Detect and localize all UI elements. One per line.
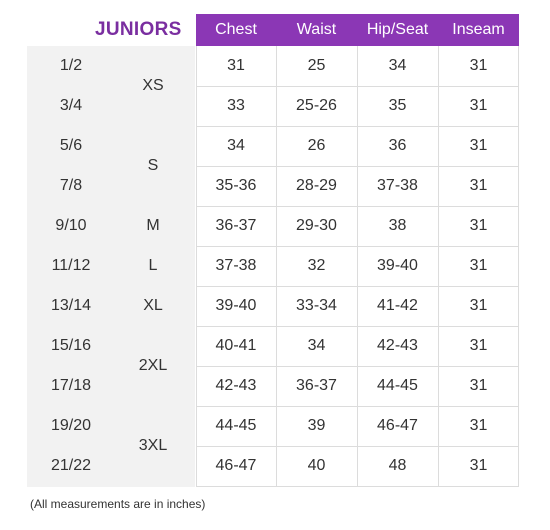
measurement-cell: 36-37 (215, 217, 257, 234)
grid-hline (196, 286, 519, 287)
column-header: Inseam (452, 21, 505, 38)
measurement-cell: 42-43 (215, 377, 257, 394)
size-number: 21/22 (50, 457, 92, 474)
measurement-cell: 37-38 (215, 257, 257, 274)
size-letter: M (146, 217, 160, 234)
grid-vline (357, 46, 358, 487)
size-letter: 2XL (138, 357, 168, 374)
measurement-cell: 41-42 (377, 297, 418, 314)
size-number: 5/6 (59, 137, 83, 154)
grid-hline (196, 86, 519, 87)
size-number: 11/12 (51, 257, 91, 274)
grid-vline (276, 46, 277, 487)
footnote: (All measurements are in inches) (30, 497, 206, 511)
grid-hline (196, 166, 519, 167)
measurement-cell: 42-43 (377, 337, 418, 354)
measurement-cell: 48 (388, 457, 407, 474)
measurement-cell: 39-40 (215, 297, 257, 314)
measurement-grid: 31 25 34 31 33 25-26 35 31 34 26 36 31 35-36 28-29 37-… (196, 46, 519, 487)
measurement-cell: 31 (469, 137, 488, 154)
measurement-cell: 35 (388, 97, 407, 114)
column-header-bar (196, 14, 519, 46)
column-header: Hip/Seat (366, 21, 429, 38)
measurement-cell: 25-26 (296, 97, 337, 114)
measurement-cell: 40 (307, 457, 326, 474)
grid-hline (196, 126, 519, 127)
size-number: 13/14 (50, 297, 92, 314)
measurement-cell: 31 (227, 57, 245, 74)
measurement-cell: 44-45 (215, 417, 257, 434)
measurement-cell: 26 (307, 137, 326, 154)
size-number: 9/10 (55, 217, 87, 234)
size-letter: XS (142, 77, 164, 94)
measurement-cell: 31 (469, 337, 488, 354)
measurement-cell: 36-37 (296, 377, 337, 394)
measurement-cell: 39 (307, 417, 326, 434)
grid-hline (196, 406, 519, 407)
measurement-cell: 46-47 (215, 457, 257, 474)
measurement-cell: 31 (469, 177, 488, 194)
measurement-cell: 25 (307, 57, 326, 74)
measurement-cell: 31 (469, 377, 488, 394)
size-number: 7/8 (59, 177, 83, 194)
size-letter: XL (143, 297, 163, 314)
measurement-cell: 31 (469, 97, 488, 114)
measurement-cell: 36 (388, 137, 407, 154)
measurement-cell: 31 (469, 417, 488, 434)
column-header: Waist (296, 21, 337, 38)
size-number: 19/20 (50, 417, 92, 434)
measurement-cell: 44-45 (377, 377, 418, 394)
measurement-cell: 31 (469, 297, 488, 314)
measurement-cell: 39-40 (377, 257, 418, 274)
chart-title: JUNIORS (95, 19, 182, 40)
measurement-cell: 32 (307, 257, 326, 274)
grid-hline (196, 246, 519, 247)
measurement-cell: 31 (469, 217, 488, 234)
measurement-cell: 40-41 (215, 337, 257, 354)
measurement-cell: 46-47 (377, 417, 418, 434)
grid-hline (196, 366, 519, 367)
measurement-cell: 31 (469, 257, 488, 274)
grid-hline (196, 486, 519, 487)
size-letter: L (148, 257, 158, 274)
measurement-cell: 38 (388, 217, 407, 234)
measurement-cell: 29-30 (296, 217, 337, 234)
measurement-cell: 28-29 (296, 177, 337, 194)
size-letter: S (147, 157, 159, 174)
grid-vline (438, 46, 439, 487)
measurement-cell: 35-36 (215, 177, 257, 194)
measurement-cell: 31 (469, 457, 488, 474)
size-label-panel (27, 46, 195, 487)
size-number: 15/16 (50, 337, 92, 354)
measurement-cell: 37-38 (377, 177, 418, 194)
size-number: 1/2 (59, 57, 83, 74)
measurement-cell: 33 (227, 97, 245, 114)
measurement-cell: 34 (307, 337, 326, 354)
measurement-cell: 34 (388, 57, 407, 74)
size-number: 17/18 (50, 377, 92, 394)
grid-vline (518, 46, 519, 487)
measurement-cell: 34 (227, 137, 245, 154)
grid-hline (196, 206, 519, 207)
grid-hline (196, 446, 519, 447)
size-number: 3/4 (59, 97, 83, 114)
column-header: Chest (215, 21, 257, 38)
measurement-cell: 31 (469, 57, 488, 74)
grid-vline (196, 46, 197, 487)
grid-hline (196, 326, 519, 327)
size-letter: 3XL (138, 437, 168, 454)
measurement-cell: 33-34 (296, 297, 337, 314)
